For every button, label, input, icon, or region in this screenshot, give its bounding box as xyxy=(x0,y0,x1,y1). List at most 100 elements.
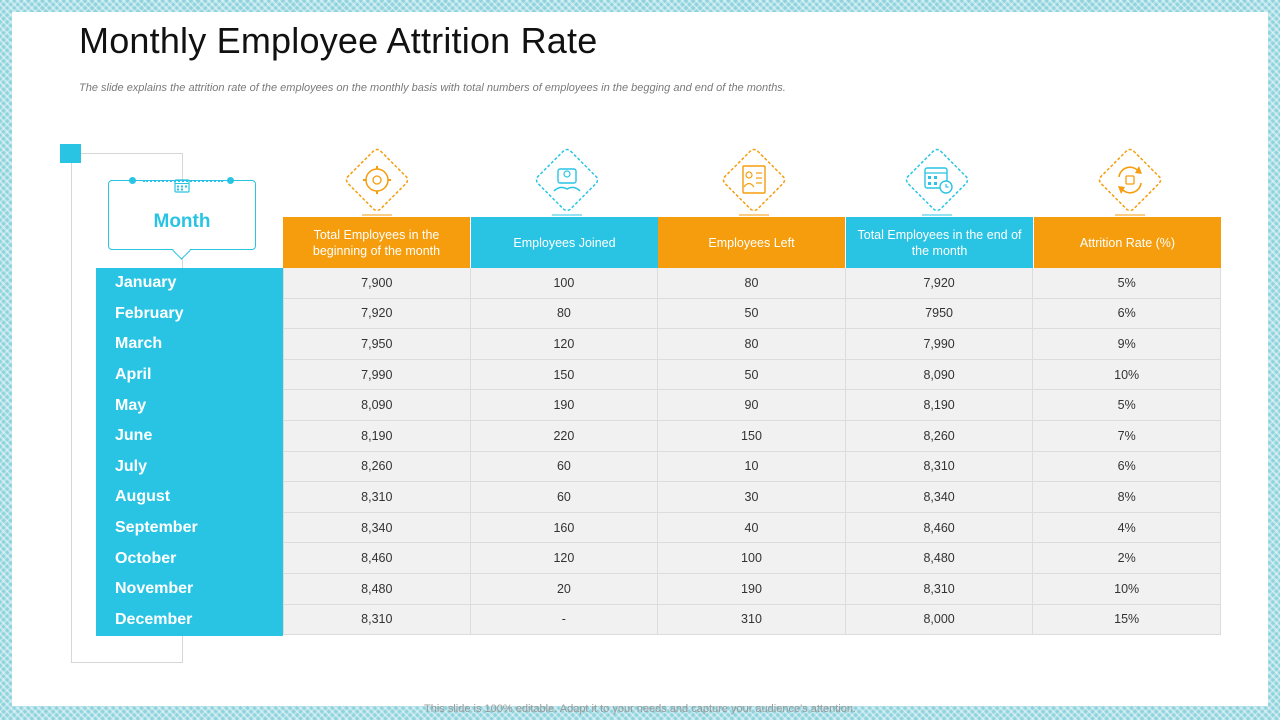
footer-note: This slide is 100% editable. Adapt it to… xyxy=(424,703,856,715)
connector-dot xyxy=(129,177,136,184)
table-row: 7,950 120 80 7,990 9% xyxy=(283,329,1221,360)
table-row: 8,480 20 190 8,310 10% xyxy=(283,574,1221,605)
month-label: February xyxy=(115,304,184,322)
table-cell: 8% xyxy=(1033,482,1221,513)
month-column: January February March April May June Ju… xyxy=(96,268,283,636)
table-row: 7,900 100 80 7,920 5% xyxy=(283,268,1221,299)
month-header-label: Month xyxy=(153,211,211,232)
table-cell: 60 xyxy=(470,451,659,483)
table-cell: 8,090 xyxy=(283,390,471,421)
table-cell: 20 xyxy=(470,574,659,605)
table-cell: 100 xyxy=(470,268,659,299)
table-cell: 8,090 xyxy=(845,359,1034,391)
table-row: 8,340 160 40 8,460 4% xyxy=(283,512,1221,544)
decorative-square xyxy=(60,144,81,163)
connector-dot xyxy=(227,177,234,184)
table-cell: 8,460 xyxy=(283,543,471,574)
table-cell: 8,000 xyxy=(845,604,1034,636)
month-label: August xyxy=(115,488,171,506)
table-cell: 8,260 xyxy=(845,421,1034,452)
table-cell: 190 xyxy=(470,390,659,421)
table-cell: 10 xyxy=(658,451,846,483)
table-cell: 150 xyxy=(470,359,659,391)
table-cell: 7,950 xyxy=(283,329,471,360)
table-cell: 150 xyxy=(658,421,846,452)
table-cell: 8,310 xyxy=(845,574,1034,605)
table-cell: 8,190 xyxy=(845,390,1034,421)
table-cell: 60 xyxy=(470,482,659,513)
table-cell: 8,260 xyxy=(283,451,471,483)
month-label: October xyxy=(115,549,177,567)
table-cell: 7,920 xyxy=(283,298,471,330)
table-cell: 160 xyxy=(470,512,659,544)
table-cell: 15% xyxy=(1033,604,1221,636)
table-cell: 310 xyxy=(658,604,846,636)
month-header-box: Month xyxy=(108,177,256,260)
column-header-employees-left: Employees Left xyxy=(658,217,845,268)
table-cell: 8,480 xyxy=(845,543,1034,574)
table-cell: 8,340 xyxy=(283,512,471,544)
table-cell: 50 xyxy=(658,298,846,330)
table-cell: 6% xyxy=(1033,298,1221,330)
table-cell: 8,190 xyxy=(283,421,471,452)
table-cell: 5% xyxy=(1033,268,1221,299)
table-cell: 8,310 xyxy=(283,482,471,513)
month-label: December xyxy=(115,610,193,628)
calendar-clock-icon xyxy=(900,147,974,227)
month-label: March xyxy=(115,335,163,353)
month-label: September xyxy=(115,519,198,537)
column-header-total-end: Total Employees in the end of the month xyxy=(846,217,1033,268)
table-cell: 120 xyxy=(470,329,659,360)
table-row: 8,090 190 90 8,190 5% xyxy=(283,390,1221,421)
calendar-small-icon xyxy=(174,179,190,193)
table-cell: 190 xyxy=(658,574,846,605)
table-cell: 4% xyxy=(1033,512,1221,544)
table-row: 8,190 220 150 8,260 7% xyxy=(283,421,1221,452)
month-label: November xyxy=(115,580,194,598)
table-cell: 7% xyxy=(1033,421,1221,452)
month-label: May xyxy=(115,396,147,414)
table-row: 8,310 - 310 8,000 15% xyxy=(283,604,1221,636)
handshake-icon xyxy=(530,147,604,227)
table-cell: 7,990 xyxy=(845,329,1034,360)
table-cell: 8,480 xyxy=(283,574,471,605)
table-cell: 2% xyxy=(1033,543,1221,574)
resume-person-icon xyxy=(717,147,791,227)
table-row: 7,920 80 50 7950 6% xyxy=(283,298,1221,330)
table-cell: - xyxy=(470,604,659,636)
table-row: 7,990 150 50 8,090 10% xyxy=(283,359,1221,391)
table-cell: 50 xyxy=(658,359,846,391)
table-cell: 30 xyxy=(658,482,846,513)
attrition-table: 7,900 100 80 7,920 5% 7,920 80 50 7950 6… xyxy=(283,268,1221,636)
month-label: April xyxy=(115,366,152,384)
month-label: January xyxy=(115,274,177,292)
column-header-attrition-rate: Attrition Rate (%) xyxy=(1034,217,1221,268)
table-cell: 7950 xyxy=(845,298,1034,330)
table-cell: 40 xyxy=(658,512,846,544)
page-subtitle: The slide explains the attrition rate of… xyxy=(79,82,786,94)
table-cell: 80 xyxy=(658,329,846,360)
table-cell: 6% xyxy=(1033,451,1221,483)
table-cell: 90 xyxy=(658,390,846,421)
slide: Monthly Employee Attrition Rate The slid… xyxy=(12,12,1268,706)
table-cell: 10% xyxy=(1033,574,1221,605)
table-cell: 7,900 xyxy=(283,268,471,299)
month-label: June xyxy=(115,427,153,445)
gear-people-icon xyxy=(340,147,414,227)
table-cell: 5% xyxy=(1033,390,1221,421)
table-row: 8,460 120 100 8,480 2% xyxy=(283,543,1221,574)
refresh-cycle-icon xyxy=(1093,147,1167,227)
table-cell: 7,990 xyxy=(283,359,471,391)
table-cell: 8,310 xyxy=(845,451,1034,483)
table-cell: 8,460 xyxy=(845,512,1034,544)
table-row: 8,260 60 10 8,310 6% xyxy=(283,451,1221,483)
table-cell: 220 xyxy=(470,421,659,452)
column-header-total-beginning: Total Employees in the beginning of the … xyxy=(283,217,470,268)
table-row: 8,310 60 30 8,340 8% xyxy=(283,482,1221,513)
table-cell: 9% xyxy=(1033,329,1221,360)
table-cell: 10% xyxy=(1033,359,1221,391)
table-cell: 8,340 xyxy=(845,482,1034,513)
table-cell: 100 xyxy=(658,543,846,574)
dotted-connector xyxy=(143,180,223,182)
table-cell: 7,920 xyxy=(845,268,1034,299)
